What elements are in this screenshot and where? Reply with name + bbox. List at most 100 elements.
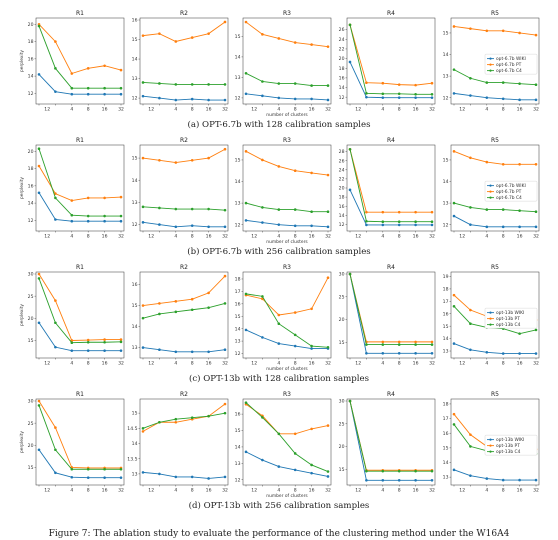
series-pt	[452, 150, 538, 166]
data-point-wiki	[381, 96, 385, 99]
series-line-pt	[453, 150, 536, 165]
panel-r3: R3 12 13 14 15 16 17 18 12 4 8 16 32 number of cluste…	[235, 264, 332, 372]
data-point-wiki	[244, 328, 248, 332]
data-point-c4	[103, 86, 106, 90]
x-tick-label: 12	[355, 107, 361, 113]
panel-r3: R3 12 13 14 15 16 12 4 8 16 32 number of clusters	[235, 391, 332, 499]
data-point-c4	[158, 312, 161, 316]
x-axis-label: number of clusters	[266, 239, 308, 245]
chart-group-3: R1 15 20 25 30 12 4 8 16 32 perplexity R2 13 14 15 16 12…	[19, 264, 540, 384]
panel-r4: R4 15 20 25 30 12 4 8 16 32	[339, 264, 436, 367]
data-point-pt	[414, 210, 417, 214]
series-pt	[348, 399, 434, 472]
data-point-wiki	[326, 98, 330, 102]
y-tick-label: 20	[28, 149, 34, 155]
plot-frame	[35, 398, 125, 486]
data-point-wiki	[207, 350, 210, 354]
data-point-c4	[534, 83, 538, 87]
y-tick-label: 12	[235, 351, 241, 357]
x-axis-label: number of clusters	[266, 493, 308, 499]
series-c4	[37, 277, 123, 345]
data-point-c4	[244, 72, 248, 75]
x-tick-label: 32	[533, 234, 539, 240]
legend-entry: opt-6.7b PT	[496, 189, 522, 195]
series-line-wiki	[245, 451, 329, 477]
x-tick-label: 8	[502, 361, 505, 367]
data-point-c4	[397, 92, 401, 96]
panel-r2: R2 12 13 14 15 16 12 4 8 16 32	[132, 10, 229, 113]
data-point-wiki	[365, 95, 368, 99]
series-line-pt	[349, 24, 433, 86]
data-point-pt	[365, 210, 368, 214]
data-point-pt	[119, 68, 123, 72]
data-point-pt	[293, 432, 297, 436]
data-point-c4	[381, 469, 385, 473]
x-tick-label: 8	[502, 107, 505, 113]
data-point-c4	[326, 210, 330, 214]
data-point-wiki	[277, 223, 281, 226]
y-tick-label: 13	[443, 349, 449, 355]
data-point-pt	[103, 196, 106, 200]
x-tick-label: 8	[87, 234, 90, 240]
data-point-pt	[223, 20, 227, 24]
x-tick-label: 12	[355, 234, 361, 240]
panel-r4: R4 12 14 16 18 20 22 24 26 12 4 8 16 32	[339, 10, 436, 113]
data-point-pt	[452, 412, 456, 416]
data-point-pt	[86, 196, 90, 200]
series-c4	[141, 81, 227, 86]
data-point-wiki	[261, 221, 264, 224]
series-wiki	[141, 94, 227, 102]
data-point-wiki	[174, 98, 178, 102]
data-point-c4	[365, 469, 368, 473]
y-tick-label: 15	[443, 158, 449, 164]
data-point-pt	[141, 34, 145, 37]
plot-frame	[450, 398, 540, 486]
series-line-c4	[38, 148, 121, 217]
y-tick-label: 18	[339, 66, 345, 72]
series-c4	[244, 72, 330, 87]
legend-entry: opt-13b C4	[496, 449, 521, 455]
series-wiki	[348, 188, 434, 227]
series-line-wiki	[142, 95, 225, 101]
series-line-pt	[245, 21, 329, 48]
plot-frame	[35, 144, 125, 232]
data-point-pt	[414, 340, 417, 344]
data-point-c4	[174, 310, 178, 314]
data-point-c4	[310, 84, 313, 87]
y-tick-label: 15	[235, 158, 241, 164]
series-wiki	[244, 450, 330, 478]
x-tick-label: 12	[459, 107, 465, 113]
data-point-pt	[469, 308, 472, 312]
panel-title: R3	[283, 10, 291, 17]
legend-marker	[489, 444, 492, 447]
data-point-wiki	[190, 475, 194, 479]
x-tick-label: 4	[70, 107, 73, 113]
data-point-wiki	[158, 96, 161, 100]
data-point-pt	[54, 40, 57, 43]
y-tick-label: 13	[132, 76, 138, 82]
series-wiki	[452, 342, 538, 355]
data-point-c4	[452, 423, 456, 426]
data-point-c4	[190, 308, 194, 312]
data-point-c4	[326, 84, 330, 87]
data-point-c4	[430, 220, 434, 224]
data-point-c4	[141, 427, 145, 430]
y-tick-label: 17	[443, 416, 449, 422]
data-point-c4	[190, 83, 194, 86]
series-line-wiki	[453, 469, 536, 481]
y-tick-label: 15	[132, 37, 138, 43]
x-tick-label: 16	[206, 488, 212, 494]
legend-marker	[489, 190, 492, 193]
x-tick-label: 4	[485, 107, 488, 113]
data-point-c4	[518, 332, 521, 335]
series-line-pt	[142, 148, 226, 163]
data-point-wiki	[141, 221, 145, 224]
y-tick-label: 14	[235, 55, 241, 61]
series-wiki	[244, 219, 330, 229]
x-tick-label: 4	[277, 107, 280, 113]
series-line-pt	[38, 400, 121, 469]
data-point-pt	[54, 192, 57, 195]
data-point-wiki	[452, 214, 456, 218]
x-tick-label: 8	[191, 234, 194, 240]
